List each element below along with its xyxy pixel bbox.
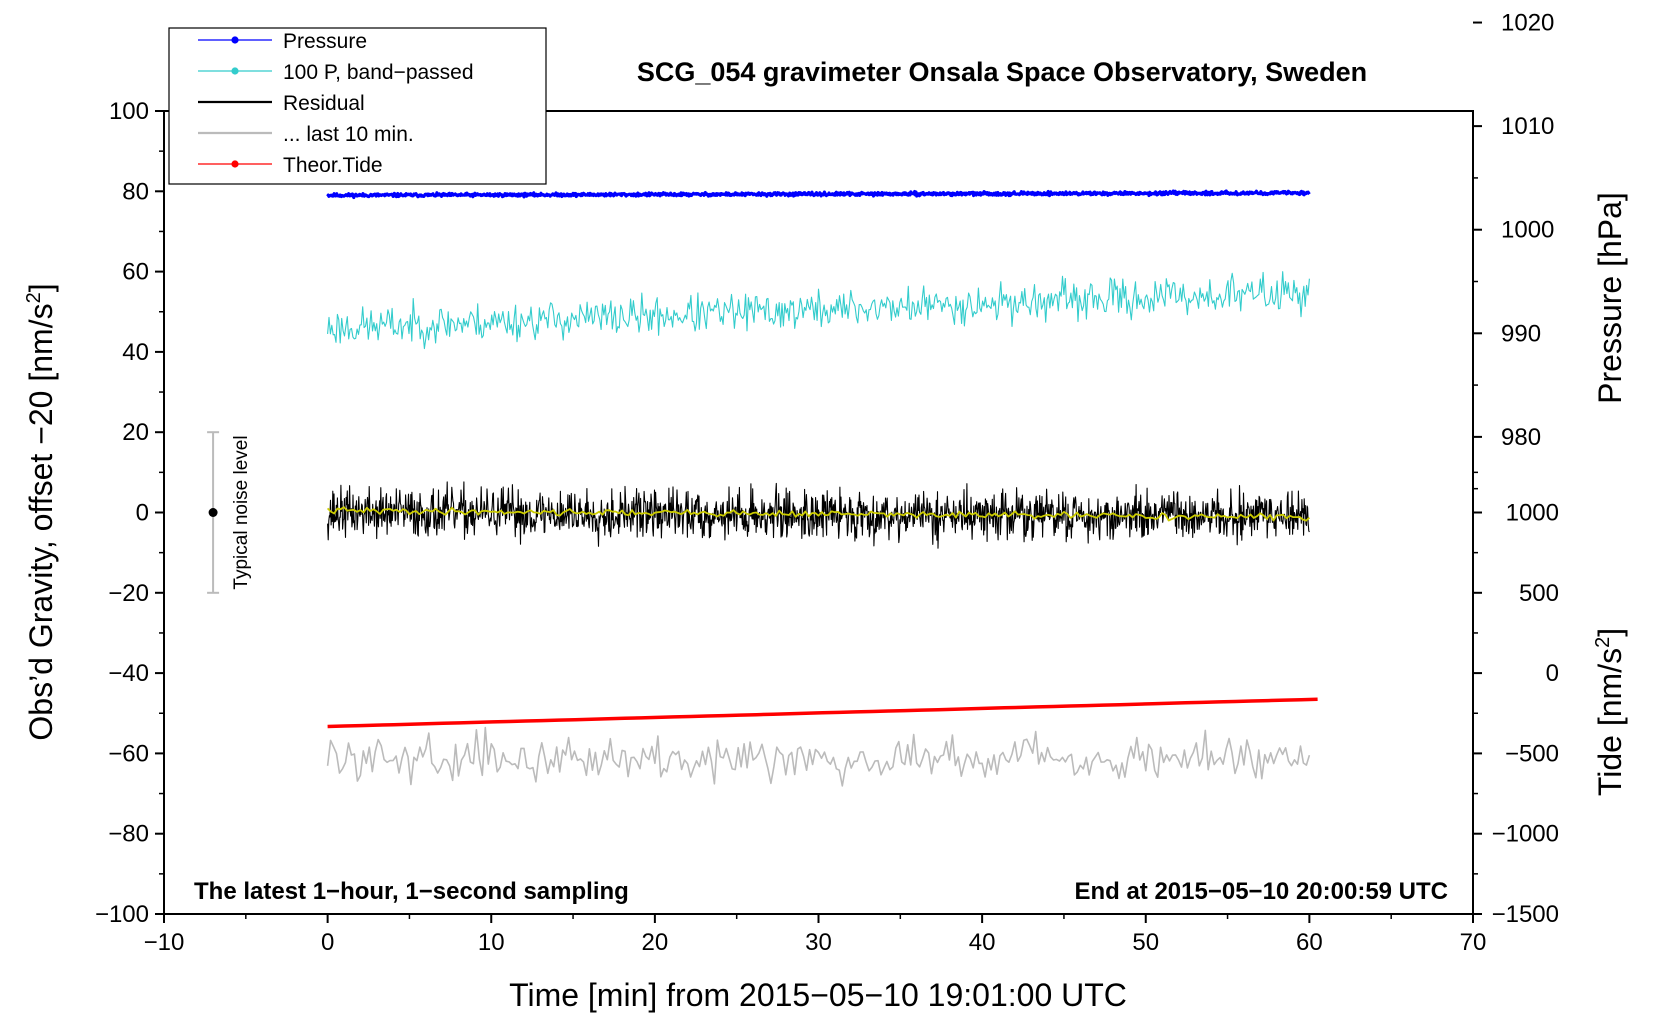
legend-label: Theor.Tide	[283, 154, 383, 177]
x-tick-label: 20	[642, 929, 669, 956]
y-tick-label: −60	[108, 740, 149, 767]
tide-axis-label: Tide [nm/s2]	[1592, 628, 1628, 796]
y-axis-label-end: ]	[23, 283, 59, 292]
series-group	[326, 189, 1318, 787]
y-tick-label: −80	[108, 821, 149, 848]
legend-marker	[231, 67, 239, 75]
tide-tick-label: 1000	[1506, 500, 1559, 527]
series-line-residual-smoothed	[326, 506, 1311, 522]
x-tick-label: 60	[1296, 929, 1323, 956]
legend-marker	[231, 36, 239, 44]
y-tick-label: 40	[122, 339, 149, 366]
pressure-tick-label: 980	[1501, 424, 1541, 451]
series-line-100-p-band-passed	[327, 271, 1310, 350]
legend-box	[168, 27, 547, 185]
series-line-residual	[327, 481, 1310, 549]
x-tick-label: 30	[805, 929, 832, 956]
x-axis: −10 0 10 20 30 40 50 60 70	[144, 914, 1487, 956]
y-tick-label: 60	[122, 259, 149, 286]
tide-tick-label: −500	[1505, 740, 1559, 767]
series-line-pressure	[326, 189, 1311, 200]
x-axis-label: Time [min] from 2015−05−10 19:01:00 UTC	[509, 977, 1127, 1013]
noise-bar-label: Typical noise level	[231, 435, 252, 589]
tide-axis-label-sup: 2	[1592, 637, 1614, 648]
legend: Pressure 100 P, band−passed Residual ... la…	[168, 27, 547, 185]
x-tick-label: −10	[144, 929, 185, 956]
x-tick-label: 0	[321, 929, 334, 956]
tide-axis-label-text: Tide [nm/s	[1592, 648, 1628, 796]
pressure-axis-label: Pressure [hPa]	[1592, 192, 1628, 404]
tide-axis-label-end: ]	[1592, 628, 1628, 637]
y-tick-label: −20	[108, 580, 149, 607]
x-tick-label: 40	[969, 929, 996, 956]
y-axis-label-sup: 2	[23, 292, 45, 303]
y-axis-tide: −1500 −1000 −500 0 500 1000	[1473, 471, 1559, 928]
annotation-bottom-left: The latest 1−hour, 1−second sampling	[194, 878, 629, 905]
noise-bar-center	[208, 508, 218, 517]
y-tick-label: 20	[122, 419, 149, 446]
x-tick-label: 70	[1460, 929, 1487, 956]
y-axis-label: Obs’d Gravity, offset −20 [nm/s2]	[23, 283, 59, 740]
y-axis-pressure: 9809901000101010201030	[1473, 10, 1554, 490]
legend-label: 100 P, band−passed	[283, 61, 474, 84]
legend-marker	[231, 160, 239, 168]
y-axis-label-text: Obs’d Gravity, offset −20 [nm/s	[23, 303, 59, 740]
x-tick-label: 10	[478, 929, 505, 956]
pressure-tick-label: 1000	[1501, 217, 1554, 244]
y-tick-label: −40	[108, 660, 149, 687]
legend-label: Residual	[283, 92, 365, 115]
legend-label: ... last 10 min.	[283, 123, 414, 146]
tide-tick-label: 0	[1546, 660, 1559, 687]
series-line-theor-tide	[327, 697, 1318, 729]
chart-title: SCG_054 gravimeter Onsala Space Observat…	[637, 57, 1367, 87]
y-tick-label: 80	[122, 178, 149, 205]
tide-tick-label: −1500	[1492, 901, 1559, 928]
y-tick-label: −100	[95, 901, 149, 928]
series-line-last-10-min	[326, 726, 1311, 787]
legend-label: Pressure	[283, 30, 367, 53]
x-tick-label: 50	[1132, 929, 1159, 956]
pressure-tick-label: 1010	[1501, 113, 1554, 140]
y-axis-left: −100 −80 −60 −40 −20 0 20 40 60 80 100	[95, 98, 164, 928]
legend-entries: Pressure 100 P, band−passed Residual ... la…	[198, 30, 474, 177]
tide-tick-label: 500	[1519, 580, 1559, 607]
y-tick-label: 100	[109, 98, 149, 125]
annotation-bottom-right: End at 2015−05−10 20:00:59 UTC	[1074, 878, 1448, 905]
tide-tick-label: −1000	[1492, 821, 1559, 848]
y-tick-label: 0	[136, 500, 149, 527]
pressure-tick-label: 990	[1501, 320, 1541, 347]
noise-bar: Typical noise level	[207, 431, 252, 594]
pressure-tick-label: 1020	[1501, 10, 1554, 37]
